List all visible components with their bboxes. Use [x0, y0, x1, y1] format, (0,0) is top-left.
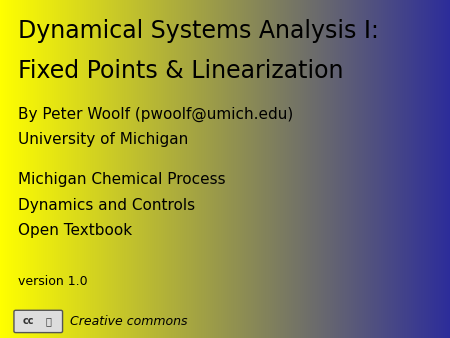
Text: Creative commons: Creative commons: [70, 315, 187, 328]
Text: Open Textbook: Open Textbook: [18, 223, 132, 238]
Text: ⓘ: ⓘ: [45, 316, 52, 327]
Text: Dynamical Systems Analysis I:: Dynamical Systems Analysis I:: [18, 19, 379, 43]
Text: version 1.0: version 1.0: [18, 275, 88, 288]
Text: cc: cc: [23, 316, 35, 327]
Text: University of Michigan: University of Michigan: [18, 132, 188, 147]
Text: Fixed Points & Linearization: Fixed Points & Linearization: [18, 59, 343, 83]
Text: Michigan Chemical Process: Michigan Chemical Process: [18, 172, 225, 187]
Text: By Peter Woolf (pwoolf@umich.edu): By Peter Woolf (pwoolf@umich.edu): [18, 106, 293, 122]
FancyBboxPatch shape: [14, 310, 63, 333]
Text: Dynamics and Controls: Dynamics and Controls: [18, 198, 195, 213]
